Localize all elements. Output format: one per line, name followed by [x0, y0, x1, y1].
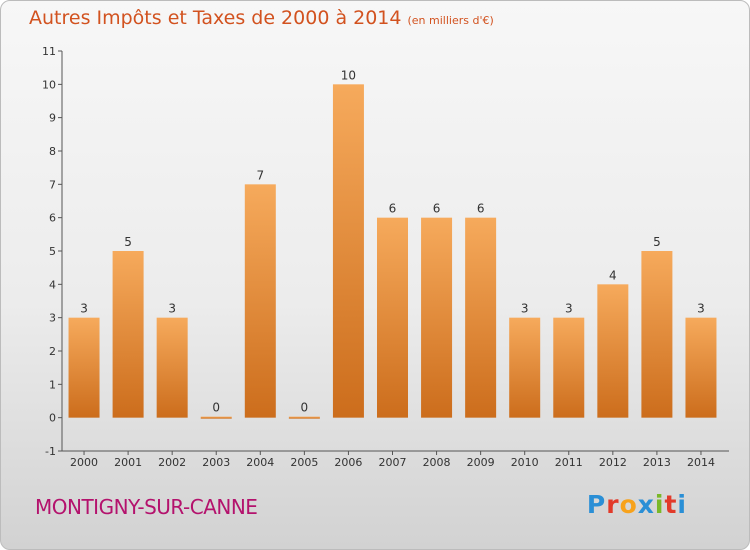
bar [200, 416, 232, 419]
bar [553, 317, 585, 418]
x-tick-label: 2014 [687, 456, 715, 469]
x-tick-label: 2007 [379, 456, 407, 469]
x-tick-label: 2010 [511, 456, 539, 469]
chart-title: Autres Impôts et Taxes de 2000 à 2014 (en… [29, 7, 494, 29]
x-tick-label: 2009 [467, 456, 495, 469]
x-tick-label: 2005 [290, 456, 318, 469]
x-tick-label: 2012 [599, 456, 627, 469]
y-tick-label: 1 [49, 378, 56, 391]
bar [288, 416, 320, 419]
data-label: 7 [256, 168, 264, 182]
y-tick-label: 5 [49, 245, 56, 258]
bar [377, 217, 408, 418]
y-tick-label: 4 [49, 278, 56, 291]
bar [244, 184, 276, 418]
data-label: 5 [653, 235, 661, 249]
chart-title-text: Autres Impôts et Taxes de 2000 à 2014 [29, 7, 402, 29]
data-label: 10 [341, 68, 356, 82]
place-name: MONTIGNY-SUR-CANNE [35, 495, 258, 519]
bar [597, 284, 629, 418]
data-label: 3 [168, 302, 176, 316]
data-label: 6 [389, 202, 397, 216]
x-tick-label: 2008 [423, 456, 451, 469]
bar [68, 317, 100, 418]
bar [685, 317, 717, 418]
y-tick-label: 0 [49, 412, 56, 425]
data-label: 3 [521, 302, 529, 316]
y-tick-label: 9 [49, 112, 56, 125]
bar [641, 251, 673, 418]
y-tick-label: -1 [45, 445, 56, 458]
data-label: 3 [565, 302, 573, 316]
x-tick-label: 2003 [202, 456, 230, 469]
y-tick-label: 8 [49, 145, 56, 158]
x-tick-label: 2013 [643, 456, 671, 469]
data-label: 6 [477, 202, 485, 216]
data-label: 6 [433, 202, 441, 216]
data-label: 3 [80, 302, 88, 316]
x-tick-label: 2004 [246, 456, 274, 469]
brand-logo: Proxiti [586, 490, 687, 519]
y-tick-label: 7 [49, 178, 56, 191]
chart-unit-label: (en milliers d'€) [407, 14, 494, 27]
bar [332, 84, 364, 418]
data-label: 3 [697, 302, 705, 316]
bar-layer: 3 5 3 0 7 0 10 6 6 6 3 3 4 5 3 [68, 68, 717, 419]
y-tick-label: 11 [42, 45, 56, 58]
x-tick-label: 2011 [555, 456, 583, 469]
y-tick-label: 3 [49, 312, 56, 325]
x-tick-label: 2002 [158, 456, 186, 469]
bar [509, 317, 541, 418]
y-tick-label: 6 [49, 212, 56, 225]
bar [421, 217, 453, 418]
bar [156, 317, 188, 418]
y-tick-label: 2 [49, 345, 56, 358]
y-tick-label: 10 [42, 78, 56, 91]
x-tick-label: 2000 [70, 456, 98, 469]
bar [112, 251, 144, 418]
data-label: 0 [212, 401, 220, 415]
bar [465, 217, 497, 418]
data-label: 0 [301, 401, 309, 415]
data-label: 4 [609, 268, 617, 282]
data-label: 5 [124, 235, 132, 249]
x-tick-label: 2006 [334, 456, 362, 469]
x-tick-label: 2001 [114, 456, 142, 469]
